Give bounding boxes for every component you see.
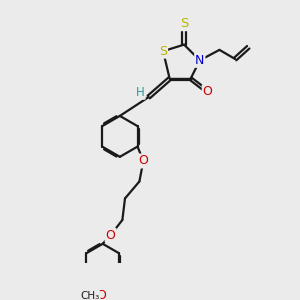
Text: N: N [195, 54, 205, 67]
Text: CH₃: CH₃ [81, 292, 100, 300]
Text: S: S [180, 17, 188, 30]
Text: O: O [203, 85, 213, 98]
Text: S: S [159, 45, 167, 58]
Text: O: O [138, 154, 148, 167]
Text: O: O [106, 229, 116, 242]
Text: O: O [97, 290, 106, 300]
Text: H: H [136, 86, 145, 99]
